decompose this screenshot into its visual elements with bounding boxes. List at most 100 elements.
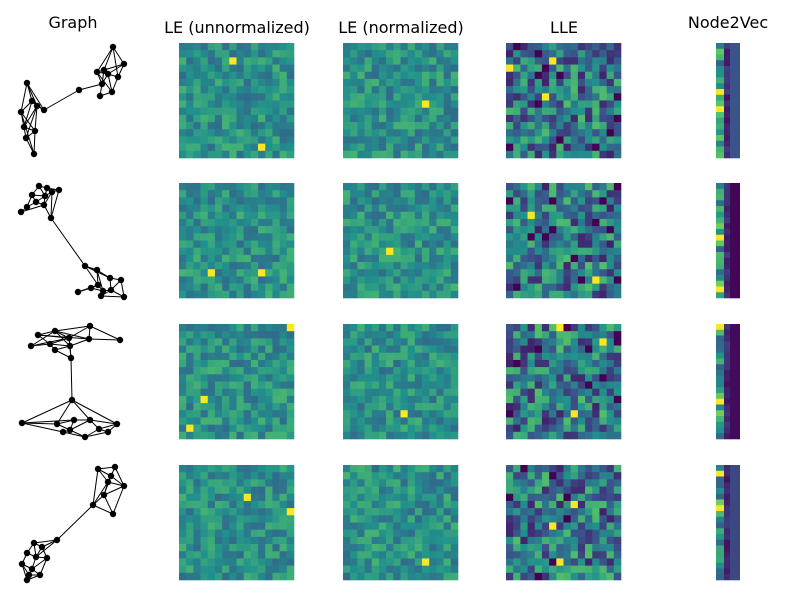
heatmap-cell <box>207 283 216 292</box>
heatmap-cell <box>400 551 408 559</box>
heatmap-cell <box>250 183 259 191</box>
heatmap-cell <box>378 359 387 368</box>
heatmap-cell <box>179 431 187 440</box>
node2vec-cell <box>716 574 724 581</box>
graph-node <box>111 463 119 471</box>
heatmap-cell <box>243 269 252 277</box>
node2vec-cell <box>730 60 740 67</box>
heatmap-cell <box>606 324 615 332</box>
heatmap-cell <box>450 262 459 270</box>
node2vec-cell <box>730 194 740 201</box>
heatmap-cell <box>343 247 351 256</box>
heatmap-cell <box>207 486 216 495</box>
graph-node <box>32 198 40 206</box>
heatmap-cell <box>179 93 187 101</box>
heatmap-cell <box>549 508 557 516</box>
heatmap-cell <box>286 324 295 332</box>
heatmap-cell <box>258 565 266 574</box>
heatmap-cell <box>357 122 365 130</box>
heatmap-cell <box>534 247 543 256</box>
heatmap-cell <box>527 226 536 234</box>
graph-edge <box>100 295 125 298</box>
heatmap-cell <box>513 431 521 440</box>
node2vec-cell <box>716 465 724 472</box>
heatmap-cell <box>570 211 579 220</box>
heatmap-cell <box>371 269 380 277</box>
heatmap-cell <box>429 78 437 87</box>
heatmap-cell <box>393 143 401 152</box>
heatmap-cell <box>577 129 586 137</box>
heatmap-cell <box>443 417 452 425</box>
heatmap-cell <box>585 359 593 368</box>
node2vec-cell <box>730 140 740 147</box>
heatmap-cell <box>393 536 401 545</box>
heatmap-cell <box>606 359 615 368</box>
heatmap-cell <box>386 565 394 574</box>
heatmap-cell <box>350 143 358 152</box>
heatmap-cell <box>527 558 536 566</box>
heatmap-cell <box>350 283 358 292</box>
heatmap-cell <box>570 424 579 433</box>
heatmap-cell <box>286 197 295 205</box>
heatmap-cell <box>407 367 416 375</box>
heatmap-cell <box>229 508 237 516</box>
heatmap-cell <box>393 522 401 530</box>
heatmap-cell <box>371 204 380 213</box>
node2vec-cell <box>716 329 724 336</box>
heatmap-cell <box>414 254 423 263</box>
heatmap-cell <box>229 240 237 248</box>
node2vec-cell <box>730 223 740 230</box>
graph-node <box>89 501 97 509</box>
graph-node <box>65 334 73 342</box>
heatmap-cell <box>357 254 365 263</box>
node2vec-cell <box>716 398 724 405</box>
heatmap-cell <box>592 100 600 108</box>
heatmap-cell <box>534 64 543 73</box>
heatmap-cell <box>429 486 437 495</box>
heatmap-cell <box>606 431 615 440</box>
heatmap-cell <box>243 254 252 263</box>
heatmap-cell <box>400 529 408 538</box>
heatmap-cell <box>577 424 586 433</box>
heatmap-cell <box>570 78 579 87</box>
heatmap-cell <box>236 150 244 159</box>
heatmap-cell <box>286 290 295 299</box>
heatmap-cell <box>265 86 273 94</box>
heatmap-cell <box>222 395 230 404</box>
heatmap-cell <box>357 136 365 144</box>
node2vec-cell <box>724 286 730 293</box>
heatmap-cell <box>364 57 373 65</box>
heatmap-cell <box>549 197 557 205</box>
heatmap-cell <box>265 107 273 116</box>
heatmap-cell <box>350 500 358 509</box>
heatmap-cell <box>549 338 557 346</box>
heatmap-cell <box>286 64 295 73</box>
heatmap-cell <box>436 324 444 332</box>
heatmap-cell <box>541 417 550 425</box>
heatmap-cell <box>258 276 266 284</box>
heatmap-cell <box>350 395 358 404</box>
heatmap-cell <box>350 331 358 339</box>
heatmap-cell <box>207 143 216 152</box>
heatmap-cell <box>556 479 564 487</box>
heatmap-cell <box>541 262 550 270</box>
heatmap-cell <box>513 403 521 411</box>
heatmap-cell <box>386 465 394 473</box>
heatmap-cell <box>243 283 252 292</box>
heatmap-cell <box>272 276 280 284</box>
heatmap-cell <box>350 367 358 375</box>
heatmap-cell <box>364 551 373 559</box>
heatmap-cell <box>186 472 194 480</box>
heatmap-cell <box>513 247 521 256</box>
heatmap-cell <box>186 565 194 574</box>
heatmap-cell <box>592 150 600 159</box>
heatmap-cell <box>286 71 295 80</box>
heatmap-cell <box>527 551 536 559</box>
heatmap-cell <box>436 233 444 241</box>
heatmap-cell <box>186 367 194 375</box>
column-title-lle: LLE <box>550 18 578 37</box>
heatmap-cell <box>613 218 622 227</box>
heatmap-cell <box>350 57 358 65</box>
heatmap-cell <box>436 93 444 101</box>
heatmap-cell <box>400 233 408 241</box>
